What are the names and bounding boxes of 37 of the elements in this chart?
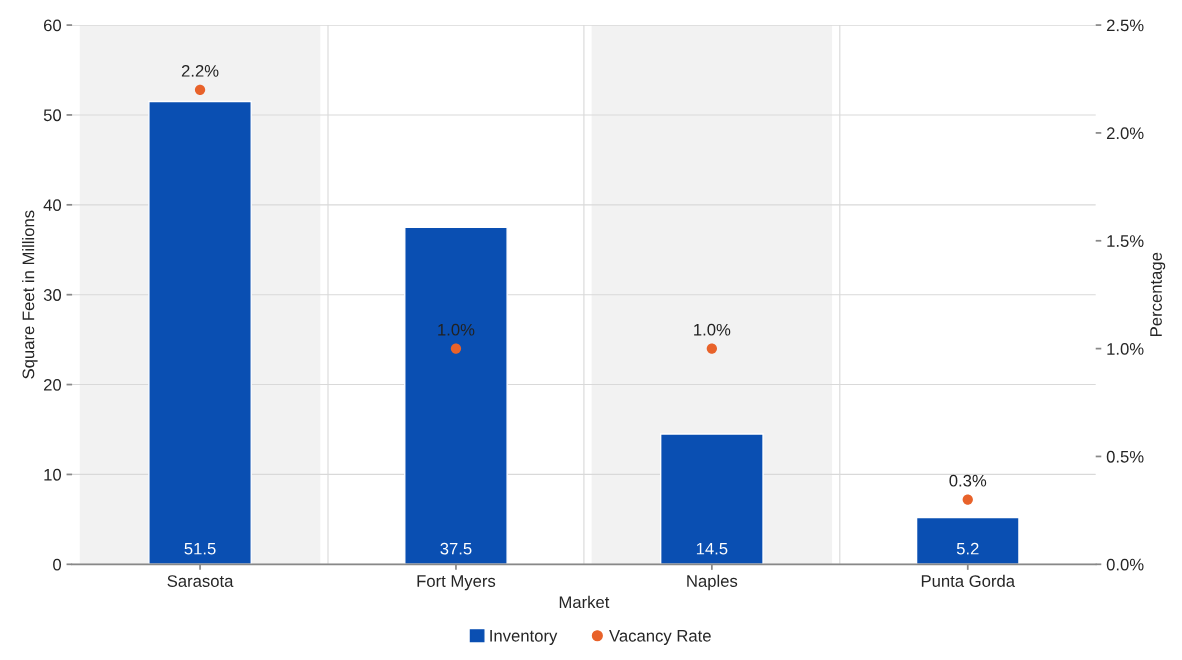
y-axis-title: Square Feet in Millions	[22, 210, 38, 379]
data-label: 5.2	[956, 542, 979, 555]
x-tick-label: Naples	[687, 574, 738, 591]
x-tick-label: Fort Myers	[417, 575, 496, 591]
y2-tick-label: 1.0%	[1107, 343, 1144, 355]
y-tick-label: 60	[44, 19, 62, 32]
point	[194, 84, 206, 95]
data-label: 1.0%	[438, 323, 475, 336]
point	[706, 343, 718, 354]
legend-label: Inventory	[490, 630, 558, 645]
y-tick-label: 40	[43, 199, 62, 212]
point	[962, 494, 973, 505]
data-label: 1.0%	[694, 323, 731, 336]
data-label: 37.5	[440, 542, 472, 555]
data-label: 14.5	[696, 542, 728, 555]
y-tick-label: 10	[44, 468, 62, 481]
data-label: 51.5	[184, 542, 216, 555]
y-tick-label: 50	[43, 109, 62, 122]
y2-tick-label: 0.0%	[1106, 558, 1144, 571]
y2-tick-label: 2.5%	[1106, 19, 1144, 32]
y-tick-label: 30	[43, 289, 62, 301]
x-axis-title: Market	[559, 595, 610, 609]
y2-tick-label: 1.5%	[1107, 235, 1144, 247]
y2-tick-label: 0.5%	[1106, 450, 1144, 463]
data-label: 2.2%	[181, 64, 219, 77]
y-tick-label: 20	[43, 378, 62, 391]
bar	[404, 226, 508, 565]
y2-axis-title: Percentage	[1150, 252, 1166, 336]
legend-label: Vacancy Rate	[609, 630, 711, 645]
y2-tick-label: 2.0%	[1106, 127, 1144, 140]
x-tick-label: Punta Gorda	[921, 574, 1016, 587]
bar	[915, 516, 1020, 565]
y-tick-label: 0	[53, 558, 62, 571]
bar	[659, 433, 764, 565]
data-label: 0.3%	[949, 474, 987, 487]
x-tick-label: Sarasota	[167, 575, 234, 587]
point	[450, 343, 462, 354]
